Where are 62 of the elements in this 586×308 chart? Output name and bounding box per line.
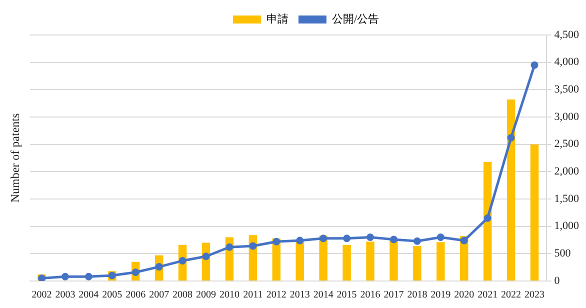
point xyxy=(460,236,468,244)
x-tick-label: 2015 xyxy=(336,290,357,301)
x-tick-label: 2007 xyxy=(149,290,170,301)
point xyxy=(296,236,304,244)
x-tick-label: 2010 xyxy=(219,290,240,301)
point xyxy=(507,134,515,142)
x-tick-label: 2023 xyxy=(524,290,545,301)
point xyxy=(413,237,421,245)
bar xyxy=(342,244,351,280)
x-tick-label: 2012 xyxy=(266,290,286,301)
y-tick-label: 4,500 xyxy=(554,28,580,41)
x-tick-label: 2006 xyxy=(126,290,146,301)
bar xyxy=(506,100,516,280)
x-tick-label: 2008 xyxy=(172,290,193,301)
y-tick-label: 3,000 xyxy=(554,110,580,123)
point xyxy=(249,242,257,250)
x-tick-label: 2003 xyxy=(55,290,76,301)
x-tick-label: 2005 xyxy=(102,290,122,301)
point xyxy=(530,61,538,69)
legend-label: 申請 xyxy=(266,12,288,26)
point xyxy=(390,236,398,244)
x-tick-label: 2004 xyxy=(78,290,99,301)
x-tick-label: 2002 xyxy=(32,290,52,301)
y-tick-label: 500 xyxy=(554,248,572,260)
x-tick-label: 2013 xyxy=(290,290,310,301)
bar xyxy=(483,162,492,280)
x-tick-label: 2009 xyxy=(196,290,216,301)
x-tick-label: 2021 xyxy=(478,290,498,301)
point xyxy=(202,252,210,260)
x-tick-label: 2016 xyxy=(360,290,380,301)
point xyxy=(436,234,444,242)
bar xyxy=(436,242,445,280)
point xyxy=(484,214,492,222)
point xyxy=(272,238,280,246)
point xyxy=(61,272,69,280)
x-tick-label: 2014 xyxy=(313,290,334,301)
x-tick-label: 2017 xyxy=(384,290,404,301)
bar xyxy=(390,240,398,280)
point xyxy=(178,257,186,265)
bar xyxy=(296,241,304,280)
point xyxy=(320,234,328,242)
bar xyxy=(530,144,539,280)
x-tick-label: 2019 xyxy=(430,290,451,301)
y-tick-label: 2,000 xyxy=(554,166,580,178)
y-tick-label: 3,500 xyxy=(554,84,580,96)
y-tick-label: 2,500 xyxy=(554,138,580,150)
bar xyxy=(366,242,374,280)
x-tick-label: 2011 xyxy=(243,290,263,301)
y-tick-label: 1,000 xyxy=(554,220,580,232)
legend-label: 公開/公告 xyxy=(332,12,380,26)
x-tick-label: 2022 xyxy=(501,290,522,301)
x-tick-label: 2018 xyxy=(407,290,428,301)
y-axis-title: Number of patents xyxy=(8,113,22,203)
point xyxy=(226,243,234,251)
y-tick-label: 4,000 xyxy=(554,56,580,68)
bar xyxy=(413,246,422,280)
point xyxy=(366,234,374,242)
x-tick-label: 2020 xyxy=(454,290,474,301)
y-tick-label: 1,500 xyxy=(554,192,580,205)
point xyxy=(343,234,351,242)
y-tick-label: 0 xyxy=(554,274,560,287)
point xyxy=(84,272,92,280)
